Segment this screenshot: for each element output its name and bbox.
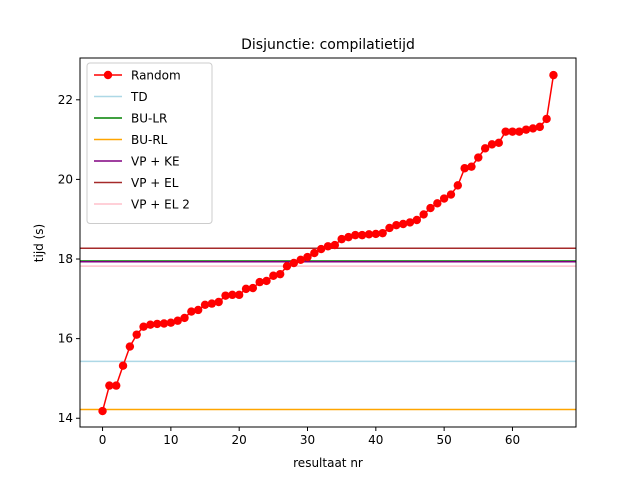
data-point xyxy=(412,215,422,225)
data-point xyxy=(515,127,524,136)
data-point xyxy=(289,258,299,268)
plot-inner xyxy=(80,70,576,416)
data-point xyxy=(392,220,401,230)
axes-frame xyxy=(79,57,577,428)
data-point xyxy=(255,277,264,287)
data-point xyxy=(193,305,203,315)
data-point xyxy=(118,361,128,370)
data-point xyxy=(282,261,292,271)
data-point xyxy=(439,194,449,203)
data-point xyxy=(549,70,558,80)
data-point xyxy=(487,140,497,149)
data-point xyxy=(426,203,435,213)
legend-label: TD xyxy=(130,90,148,104)
legend-label: VP + EL xyxy=(131,176,179,190)
data-point xyxy=(112,381,121,390)
data-point xyxy=(200,300,210,309)
data-point xyxy=(467,162,476,171)
data-point xyxy=(446,190,456,199)
data-point xyxy=(508,127,517,136)
data-point xyxy=(125,342,135,351)
data-point xyxy=(221,291,230,300)
y-axis-title: tijd (s) xyxy=(32,224,46,262)
data-point xyxy=(173,316,182,325)
data-point xyxy=(528,124,538,133)
data-point xyxy=(480,144,490,153)
y-tick-label: 14 xyxy=(58,411,73,425)
data-point xyxy=(153,319,162,329)
data-point xyxy=(269,271,278,280)
legend-marker xyxy=(103,70,113,80)
data-point xyxy=(241,284,251,294)
data-point xyxy=(378,228,387,238)
data-point xyxy=(535,122,544,132)
legend-label: VP + KE xyxy=(131,155,180,169)
y-tick-label: 16 xyxy=(58,332,73,346)
data-point xyxy=(364,230,374,239)
data-point xyxy=(521,125,531,134)
data-point xyxy=(180,313,189,323)
data-point xyxy=(303,252,312,262)
data-point xyxy=(501,127,510,136)
data-point xyxy=(323,242,333,251)
x-tick-label: 20 xyxy=(232,433,247,447)
data-point xyxy=(248,283,258,293)
data-point xyxy=(337,234,346,244)
data-point xyxy=(460,164,469,173)
legend-label: VP + EL 2 xyxy=(131,198,190,212)
legend-label: Random xyxy=(131,69,181,83)
data-point xyxy=(98,406,107,416)
axes: 0 10 20 30 40 50 60 14 16 18 20 22 xyxy=(58,57,577,447)
data-point xyxy=(132,330,141,339)
legend: Random TD BU-LR BU-RL VP + KE VP + EL VP + EL … xyxy=(86,62,213,224)
data-point xyxy=(357,230,367,240)
data-point xyxy=(405,218,415,227)
data-point xyxy=(419,210,428,219)
data-point xyxy=(344,232,353,242)
y-tick-label: 18 xyxy=(58,252,73,266)
data-point xyxy=(385,223,394,233)
data-point xyxy=(310,248,319,258)
x-tick-label: 60 xyxy=(505,433,520,447)
legend-box xyxy=(86,62,213,224)
data-point xyxy=(351,230,360,240)
x-tick-label: 10 xyxy=(163,433,178,447)
data-point xyxy=(275,269,285,279)
data-point xyxy=(316,244,326,254)
data-point xyxy=(146,320,155,329)
y-tick-label: 22 xyxy=(58,93,73,107)
data-point xyxy=(228,290,237,300)
data-point xyxy=(187,307,196,316)
legend-label: BU-RL xyxy=(131,133,168,147)
x-tick-label: 50 xyxy=(437,433,452,447)
data-point xyxy=(296,255,305,265)
x-tick-label: 30 xyxy=(300,433,315,447)
data-point xyxy=(214,297,223,307)
plot-area xyxy=(80,70,576,416)
data-point xyxy=(398,219,408,229)
data-point xyxy=(166,318,176,327)
data-point xyxy=(139,322,148,331)
data-point xyxy=(234,290,244,300)
data-point xyxy=(371,229,381,239)
data-point xyxy=(494,138,503,147)
y-tick-label: 20 xyxy=(58,172,73,186)
x-axis-title: resultaat nr xyxy=(293,456,363,470)
legend-label: BU-LR xyxy=(131,112,167,126)
x-tick-label: 40 xyxy=(368,433,383,447)
data-point xyxy=(474,153,483,162)
data-point xyxy=(330,240,340,250)
data-point xyxy=(105,381,114,390)
data-point xyxy=(433,199,442,208)
data-point xyxy=(262,276,271,286)
data-point xyxy=(453,181,463,190)
data-point xyxy=(542,114,551,124)
chart-title: Disjunctie: compilatietijd xyxy=(241,37,415,53)
data-point xyxy=(207,299,217,308)
x-tick-label: 0 xyxy=(99,433,107,447)
data-point xyxy=(159,319,169,328)
